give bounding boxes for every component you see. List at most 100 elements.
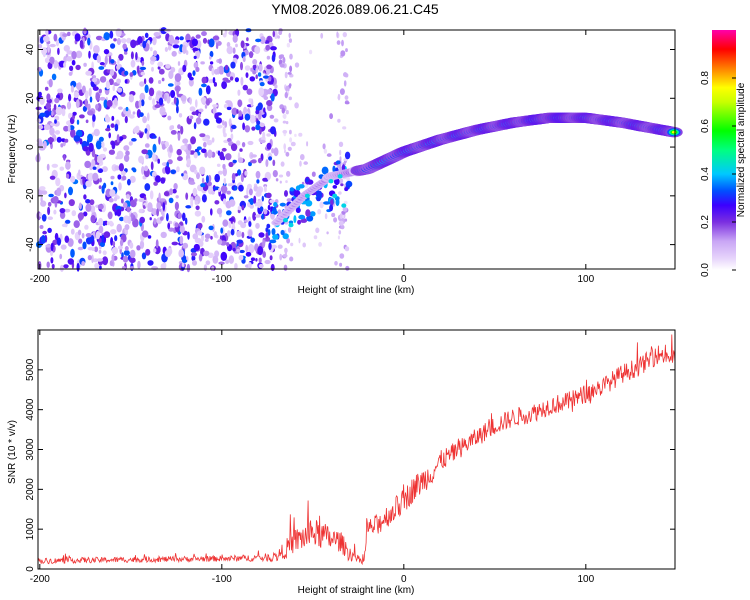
noise-blob <box>203 250 210 257</box>
y-tick-label: 2000 <box>25 478 36 501</box>
noise-blob <box>88 50 91 59</box>
noise-blob <box>116 223 122 233</box>
noise-blob <box>285 151 290 157</box>
noise-blob <box>43 124 51 131</box>
noise-blob <box>161 143 166 150</box>
noise-blob <box>318 242 322 247</box>
noise-blob <box>176 166 180 173</box>
noise-blob <box>103 32 110 41</box>
x-tick-label: 100 <box>577 274 594 285</box>
noise-blob <box>285 180 288 184</box>
noise-blob <box>203 264 207 271</box>
noise-blob <box>201 233 205 242</box>
noise-blob <box>90 215 96 223</box>
noise-blob <box>238 184 244 192</box>
noise-blob <box>204 233 211 239</box>
noise-blob <box>192 70 196 76</box>
noise-blob <box>163 191 170 197</box>
noise-blob <box>85 233 92 238</box>
noise-blob <box>266 223 271 229</box>
noise-blob <box>39 212 42 218</box>
noise-blob <box>297 219 302 225</box>
noise-blob <box>87 133 93 143</box>
noise-blob <box>66 101 72 110</box>
noise-blob <box>45 244 52 248</box>
noise-blob <box>336 40 341 45</box>
noise-blob <box>211 190 215 195</box>
noise-blob <box>340 183 344 187</box>
noise-blob <box>339 88 345 95</box>
noise-blob <box>225 100 232 104</box>
noise-blob <box>218 187 221 193</box>
noise-blob <box>255 74 258 79</box>
noise-blob <box>113 97 118 106</box>
noise-blob <box>246 37 249 42</box>
noise-blob <box>205 98 210 106</box>
noise-blob <box>87 172 94 182</box>
noise-blob <box>221 120 225 126</box>
noise-blob <box>298 184 305 189</box>
noise-blob <box>344 101 350 105</box>
noise-blob <box>152 143 157 153</box>
noise-blob <box>99 62 105 66</box>
ridge-mark <box>328 179 334 184</box>
noise-blob <box>200 61 205 65</box>
noise-blob <box>224 29 228 36</box>
noise-blob <box>67 258 75 265</box>
noise-blob <box>285 110 289 115</box>
noise-blob <box>284 71 288 79</box>
colorbar-gradient <box>712 30 736 270</box>
noise-blob <box>126 37 132 44</box>
noise-blob <box>185 205 192 209</box>
noise-blob <box>166 213 169 222</box>
noise-blob <box>285 85 290 93</box>
noise-blob <box>59 208 66 214</box>
noise-blob <box>320 32 324 39</box>
noise-blob <box>181 173 184 177</box>
noise-blob <box>257 246 264 256</box>
noise-blob <box>116 64 121 70</box>
x-tick-label: 0 <box>401 574 407 585</box>
noise-blob <box>47 201 52 207</box>
noise-blob <box>241 231 245 239</box>
noise-blob <box>226 190 231 195</box>
noise-blob <box>254 46 261 54</box>
noise-blob <box>112 85 116 92</box>
noise-blob <box>46 163 50 171</box>
noise-blob <box>193 122 197 130</box>
noise-blob <box>139 66 147 71</box>
noise-blob <box>177 61 181 66</box>
noise-blob <box>289 129 292 135</box>
noise-blob <box>111 141 116 150</box>
spectrogram-x-label: Height of straight line (km) <box>298 285 415 296</box>
noise-blob <box>250 257 256 262</box>
noise-blob <box>217 66 220 75</box>
noise-blob <box>232 34 238 43</box>
snr-x-ticks: -200 -100 0 100 <box>30 330 595 585</box>
noise-blob <box>256 200 263 209</box>
noise-blob <box>85 70 92 76</box>
noise-blob <box>120 38 127 44</box>
noise-blob <box>192 187 198 197</box>
noise-blob <box>289 65 293 73</box>
noise-blob <box>63 62 67 68</box>
noise-blob <box>185 217 188 225</box>
noise-blob <box>53 33 58 42</box>
noise-blob <box>298 132 303 137</box>
noise-blob <box>165 165 168 172</box>
noise-blob <box>266 133 271 137</box>
noise-blob <box>133 126 140 134</box>
noise-blob <box>48 78 53 88</box>
noise-blob <box>246 88 253 95</box>
noise-blob <box>301 181 305 185</box>
noise-blob <box>119 239 124 247</box>
noise-blob <box>177 212 182 219</box>
noise-blob <box>212 35 220 41</box>
noise-blob <box>82 241 87 250</box>
noise-blob <box>247 140 254 146</box>
noise-blob <box>236 140 241 146</box>
noise-blob <box>175 195 179 199</box>
noise-blob <box>99 177 102 183</box>
noise-blob <box>147 112 150 121</box>
noise-blob <box>255 258 258 262</box>
